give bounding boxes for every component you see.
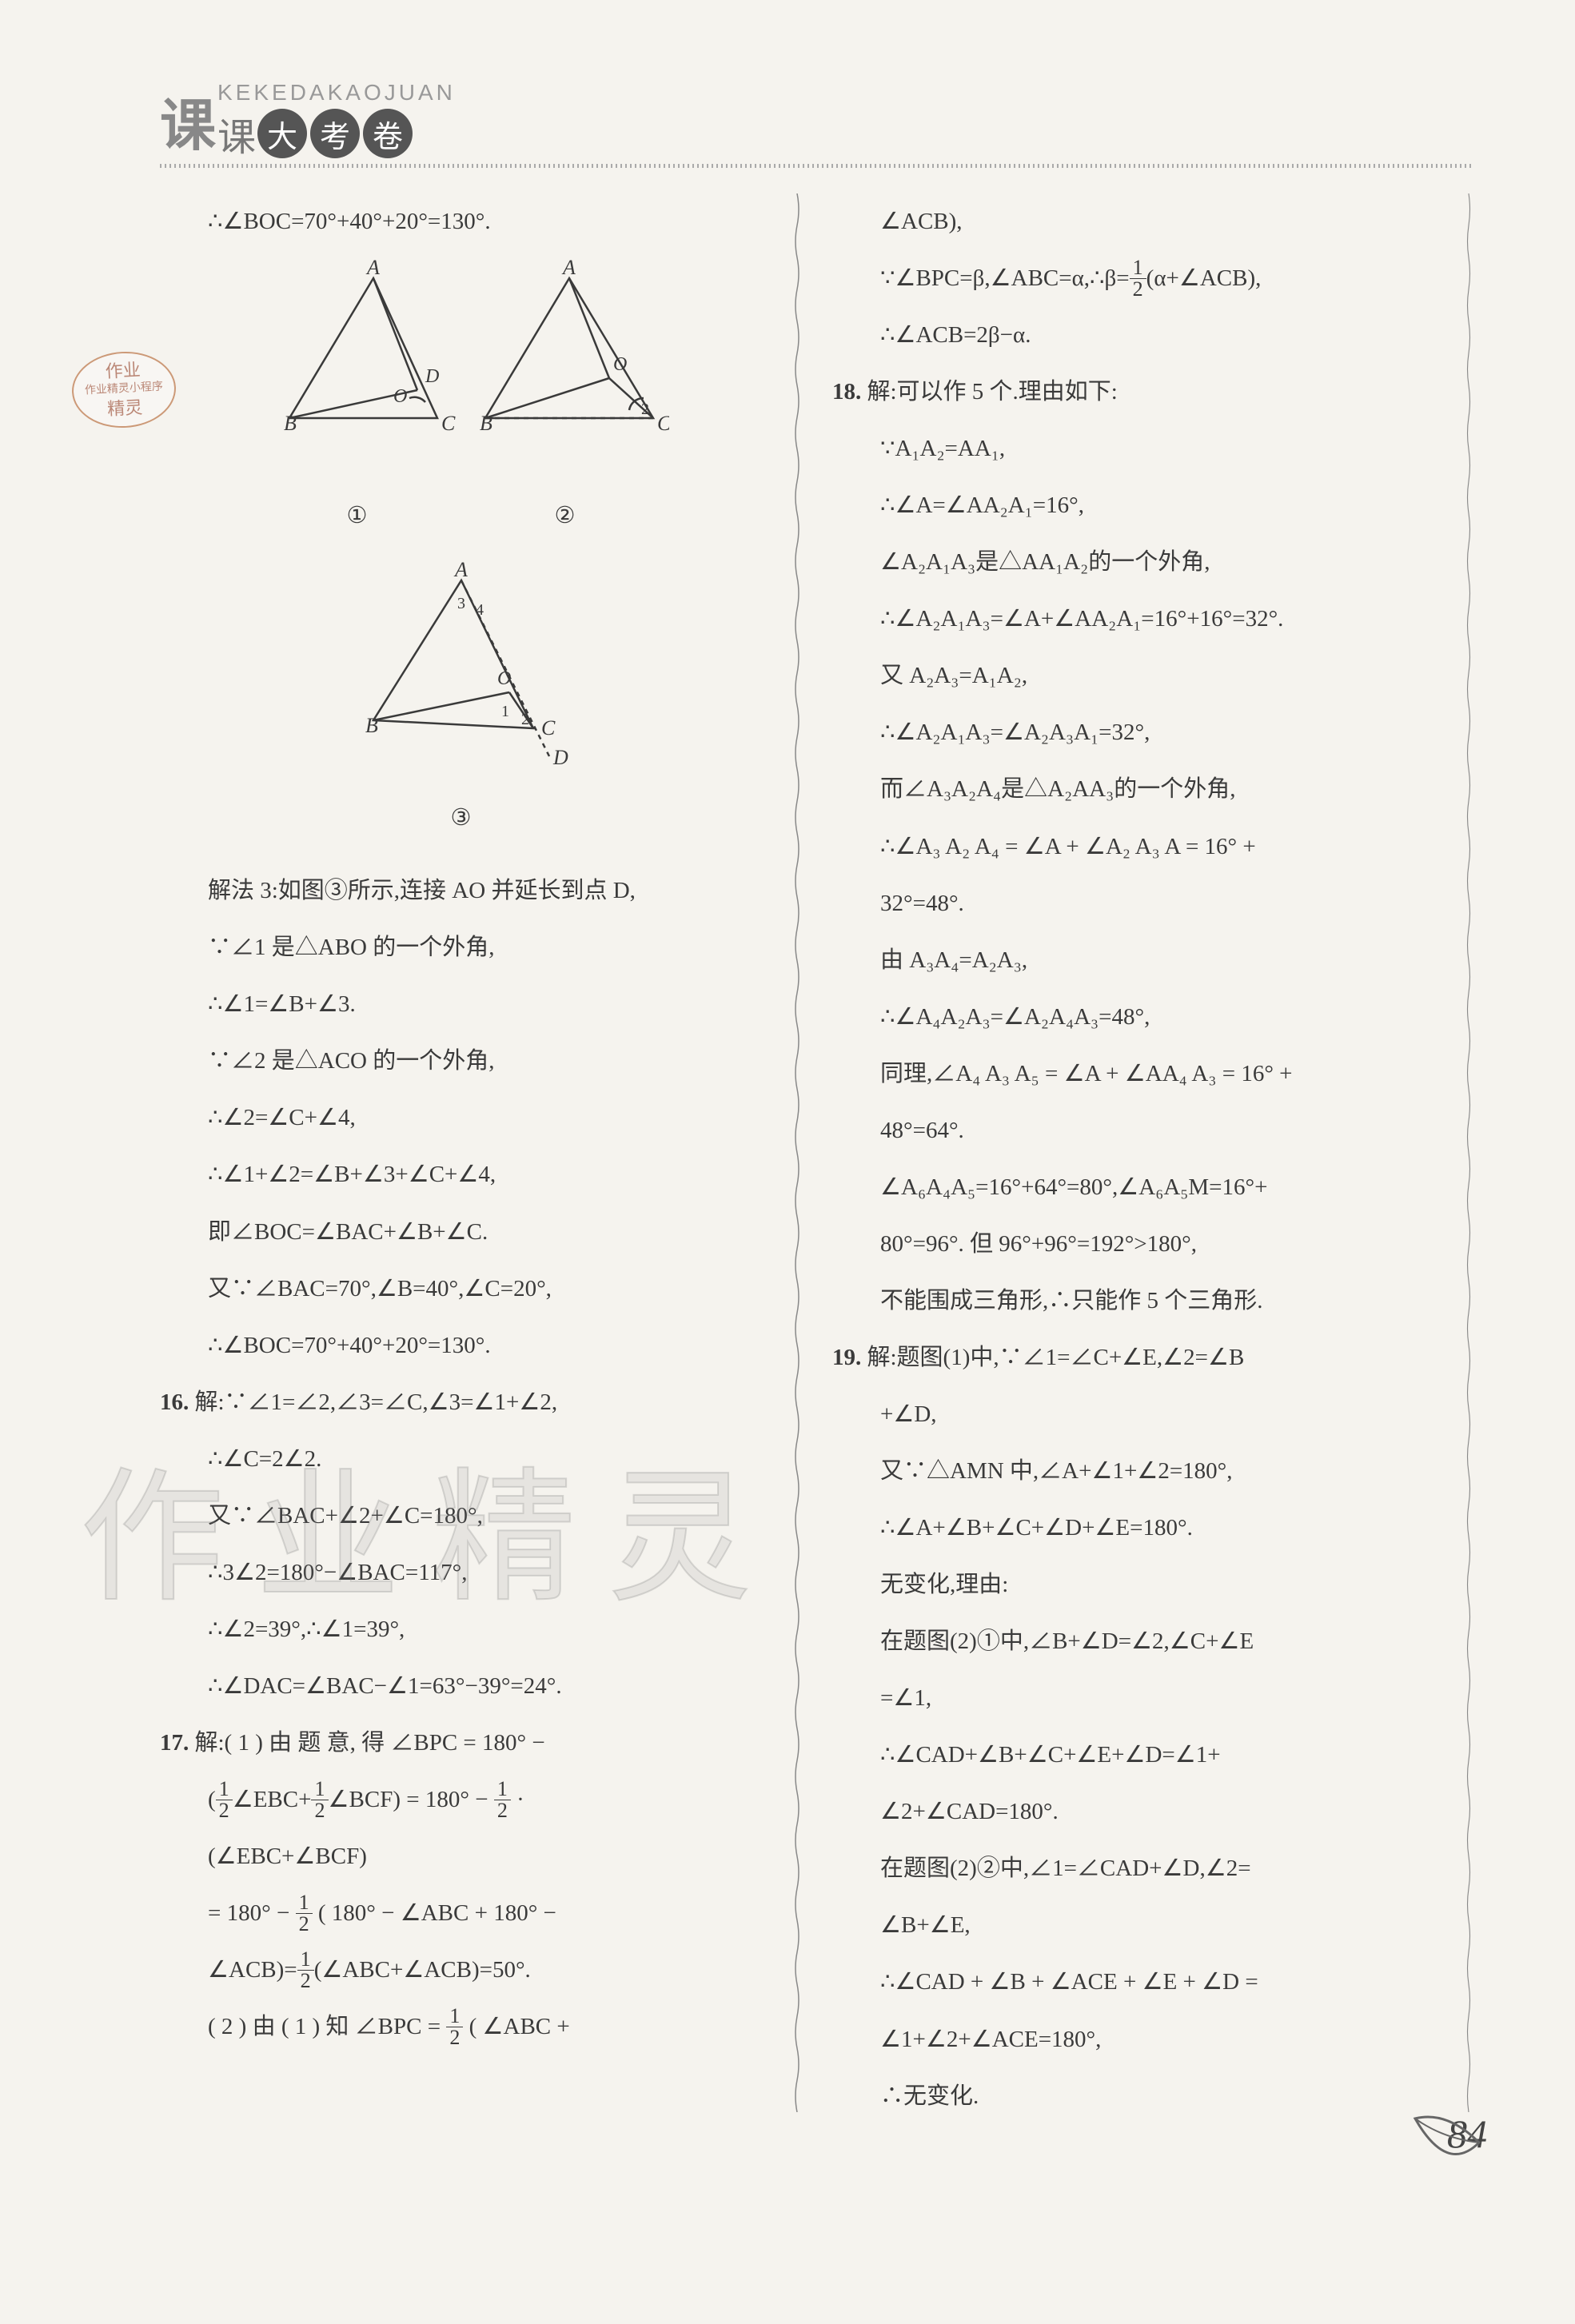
svg-text:2: 2 (641, 401, 649, 418)
figure-group-12: A B C D O 2 A B (160, 258, 762, 544)
svg-text:C: C (441, 412, 456, 435)
text-line: 同理,∠A₄ A₃ A₅ = ∠A + ∠AA₄ A₃ = 16° + (832, 1046, 1434, 1102)
text-line: ∴∠A=∠AA₂A₁=16°, (832, 477, 1434, 534)
figure-label-3: ③ (160, 790, 762, 847)
svg-text:A: A (365, 258, 380, 279)
text-line: ∠A₆A₄A₅=16°+64°=80°,∠A₆A₅M=16°+ (832, 1159, 1434, 1216)
text-line: 32°=48°. (832, 875, 1434, 932)
figure-group-3: 3 4 1 2 A B C D O ③ (160, 560, 762, 847)
question-number-17: 17. (160, 1730, 189, 1756)
text-line: 16. 解:∵∠1=∠2,∠3=∠C,∠3=∠1+∠2, (160, 1374, 762, 1431)
text-line: ∴∠1+∠2=∠B+∠3+∠C+∠4, (160, 1146, 762, 1203)
text-line: ∴∠2=∠C+∠4, (160, 1090, 762, 1146)
text-line: ∴3∠2=180°−∠BAC=117°, (160, 1545, 762, 1601)
left-column: ∴∠BOC=70°+40°+20°=130°. A B C D O (160, 193, 762, 2125)
text-line: 19. 解:题图(1)中,∵∠1=∠C+∠E,∠2=∠B (832, 1329, 1434, 1386)
text-line: 又∵△AMN 中,∠A+∠1+∠2=180°, (832, 1443, 1434, 1500)
right-edge-divider (1466, 193, 1471, 2125)
header-pinyin: KEKEDAKAOJUAN (217, 80, 456, 106)
svg-text:O: O (613, 354, 627, 375)
text-line: ∴∠ACB=2β−α. (832, 307, 1434, 364)
text-line: 而∠A₃A₂A₄是△A₂AA₃的一个外角, (832, 761, 1434, 818)
svg-text:D: D (552, 746, 568, 768)
text-line: ∴∠1=∠B+∠3. (160, 976, 762, 1033)
svg-text:B: B (480, 412, 492, 435)
figure-label-1: ① (347, 488, 368, 544)
text-line: ∴∠A₃ A₂ A₄ = ∠A + ∠A₂ A₃ A = 16° + (832, 819, 1434, 875)
text-line: 不能围成三角形,∴只能作 5 个三角形. (832, 1273, 1434, 1329)
svg-text:C: C (541, 716, 556, 739)
svg-text:A: A (453, 560, 468, 581)
text-line: ∴∠CAD + ∠B + ∠ACE + ∠E + ∠D = (832, 1954, 1434, 2011)
question-number-18: 18. (832, 379, 861, 405)
text-line: ∴∠A₂A₁A₃=∠A₂A₃A₁=32°, (832, 704, 1434, 761)
text-line: 解法 3:如图③所示,连接 AO 并延长到点 D, (160, 863, 762, 919)
text-line: 又 A₂A₃=A₁A₂, (832, 648, 1434, 704)
right-column: ∠ACB), ∵∠BPC=β,∠ABC=α,∴β=12(α+∠ACB), ∴∠A… (832, 193, 1434, 2125)
svg-text:1: 1 (501, 703, 509, 720)
text-line: ∠A₂A₁A₃是△AA₁A₂的一个外角, (832, 534, 1434, 591)
text-line: ∠ACB), (832, 193, 1434, 250)
text-line: 在题图(2)①中,∠B+∠D=∠2,∠C+∠E (832, 1613, 1434, 1670)
text-line: 又∵∠BAC=70°,∠B=40°,∠C=20°, (160, 1261, 762, 1317)
text-line: (12∠EBC+12∠BCF) = 180° − 12 · (160, 1772, 762, 1828)
svg-text:A: A (561, 258, 576, 279)
text-line: 由 A₃A₄=A₂A₃, (832, 932, 1434, 989)
triangle-figure-3: 3 4 1 2 A B C D O (341, 560, 581, 768)
svg-text:D: D (425, 366, 439, 387)
text-line: 18. 解:可以作 5 个.理由如下: (832, 364, 1434, 421)
text-line: ∵A₁A₂=AA₁, (832, 421, 1434, 477)
column-divider (794, 193, 800, 2125)
text-line: 80°=96°. 但 96°+96°=192°>180°, (832, 1216, 1434, 1273)
text-line: = 180° − 12 ( 180° − ∠ABC + 180° − (160, 1885, 762, 1942)
text-line: ∴∠BOC=70°+40°+20°=130°. (160, 193, 762, 250)
text-line: 无变化,理由: (832, 1557, 1434, 1613)
text-line: ∠B+∠E, (832, 1897, 1434, 1954)
page-header: 课 KEKEDAKAOJUAN 课 大 考 卷 (160, 80, 1471, 161)
triangle-figure-1-2: A B C D O 2 A B (253, 258, 669, 466)
text-line: ∴无变化. (832, 2068, 1434, 2125)
text-line: 17. 解:( 1 ) 由 题 意, 得 ∠BPC = 180° − (160, 1715, 762, 1772)
text-line: ∴∠C=2∠2. (160, 1431, 762, 1488)
svg-text:B: B (365, 714, 378, 737)
svg-text:O: O (497, 668, 511, 689)
text-line: +∠D, (832, 1386, 1434, 1443)
header-logo-char: 课 (160, 81, 216, 161)
text-line: ∵∠2 是△ACO 的一个外角, (160, 1033, 762, 1090)
question-number-16: 16. (160, 1389, 189, 1415)
text-line: ∵∠1 是△ABO 的一个外角, (160, 919, 762, 976)
text-line: ∠ACB)=12(∠ABC+∠ACB)=50°. (160, 1942, 762, 1999)
figure-label-2: ② (555, 488, 576, 544)
text-line: 在题图(2)②中,∠1=∠CAD+∠D,∠2= (832, 1840, 1434, 1897)
header-rule (160, 164, 1471, 168)
text-line: ∴∠2=39°,∴∠1=39°, (160, 1601, 762, 1658)
text-line: =∠1, (832, 1670, 1434, 1727)
text-line: ∴∠DAC=∠BAC−∠1=63°−39°=24°. (160, 1658, 762, 1715)
text-line: 48°=64°. (832, 1102, 1434, 1159)
text-line: ∵∠BPC=β,∠ABC=α,∴β=12(α+∠ACB), (832, 250, 1434, 307)
question-number-19: 19. (832, 1345, 861, 1370)
svg-text:O: O (393, 386, 407, 407)
text-line: ∴∠CAD+∠B+∠C+∠E+∠D=∠1+ (832, 1727, 1434, 1784)
svg-text:B: B (284, 412, 297, 435)
header-badge: 大 考 卷 (256, 109, 414, 158)
text-line: ∴∠A₂A₁A₃=∠A+∠AA₂A₁=16°+16°=32°. (832, 591, 1434, 648)
text-line: (∠EBC+∠BCF) (160, 1828, 762, 1885)
svg-text:C: C (657, 412, 669, 435)
text-line: ∴∠BOC=70°+40°+20°=130°. (160, 1317, 762, 1374)
svg-text:2: 2 (521, 711, 529, 728)
text-line: ∴∠A₄A₂A₃=∠A₂A₄A₃=48°, (832, 989, 1434, 1046)
text-line: ( 2 ) 由 ( 1 ) 知 ∠BPC = 12 ( ∠ABC + (160, 1999, 762, 2055)
svg-text:3: 3 (457, 595, 465, 612)
text-line: 又∵∠BAC+∠2+∠C=180°, (160, 1488, 762, 1545)
text-line: ∴∠A+∠B+∠C+∠D+∠E=180°. (832, 1500, 1434, 1557)
text-line: ∠2+∠CAD=180°. (832, 1784, 1434, 1840)
text-line: ∠1+∠2+∠ACE=180°, (832, 2011, 1434, 2068)
text-line: 即∠BOC=∠BAC+∠B+∠C. (160, 1204, 762, 1261)
header-logo-sub: 课 (217, 106, 256, 161)
svg-text:4: 4 (476, 601, 484, 619)
leaf-icon (1399, 2111, 1495, 2181)
